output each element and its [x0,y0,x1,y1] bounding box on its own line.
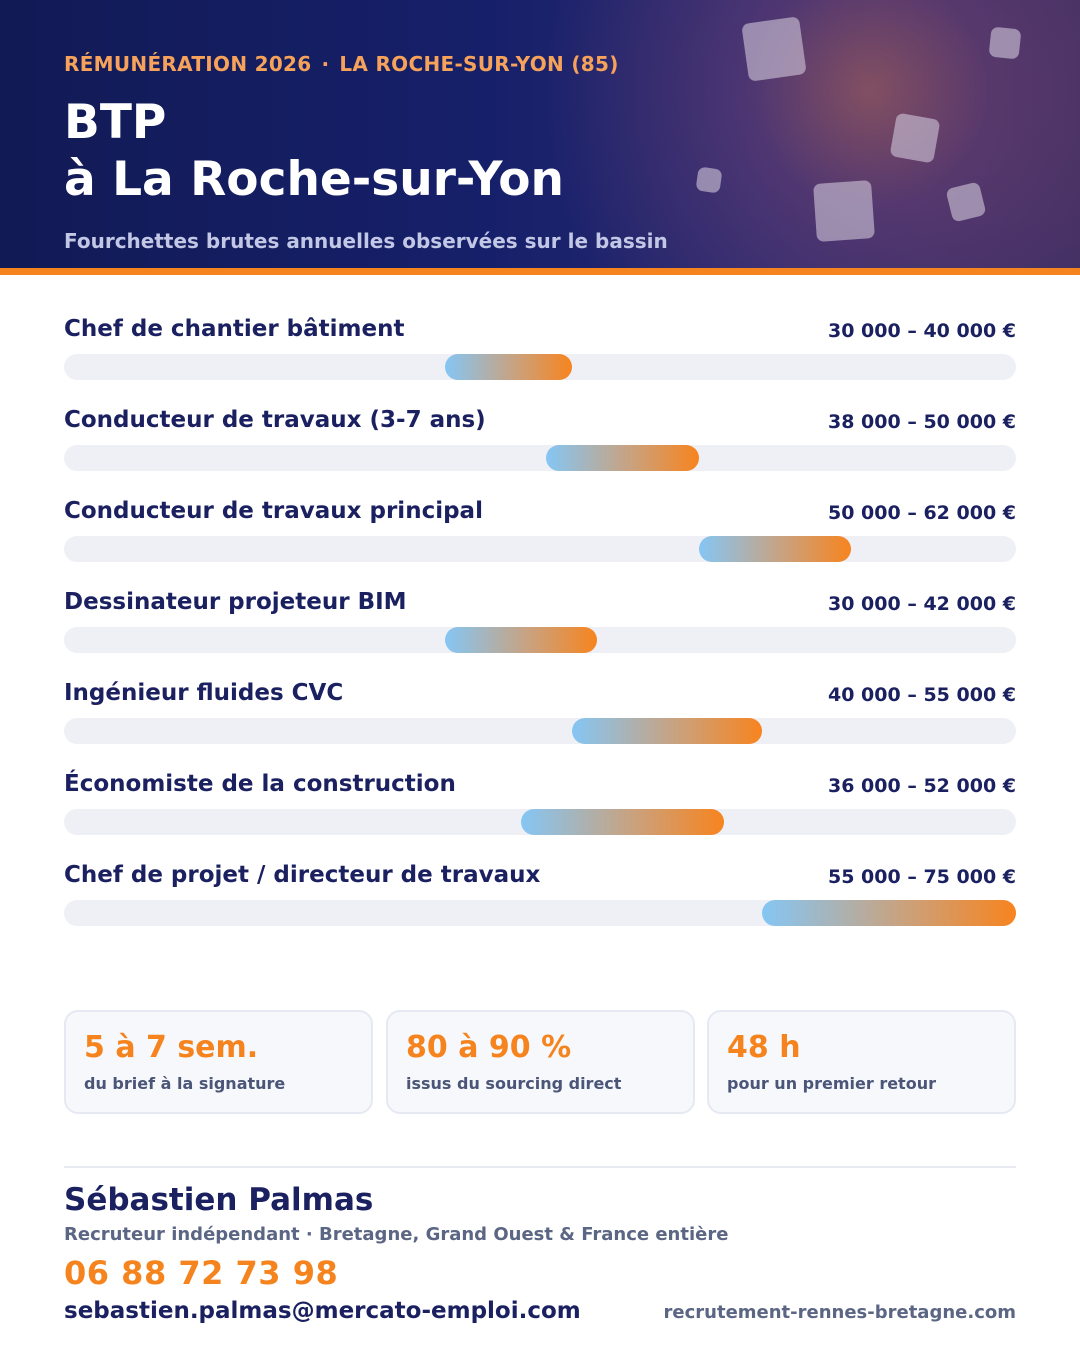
stat-label: du brief à la signature [84,1074,286,1093]
row-value-label: 36 000 – 52 000 € [828,775,1016,797]
decorative-square [741,16,807,82]
row-label: Dessinateur projeteur BIM [64,589,407,615]
contact-name: Sébastien Palmas [64,1182,374,1218]
bar-track [64,354,1016,380]
chart-row: Ingénieur fluides CVC 40 000 – 55 000 € [64,676,1016,756]
eyebrow-location: LA ROCHE-SUR-YON (85) [339,52,619,76]
bar-track [64,536,1016,562]
row-value-label: 30 000 – 42 000 € [828,593,1016,615]
title-line-2: à La Roche-sur-Yon [64,152,564,207]
contact-role: Recruteur indépendant · Bretagne, Grand … [64,1224,729,1245]
range-bar [546,445,699,471]
range-bar [698,536,851,562]
row-value-label: 30 000 – 40 000 € [828,320,1016,342]
row-label: Conducteur de travaux (3-7 ans) [64,407,486,433]
decorative-square [945,181,987,223]
chart-row: Économiste de la construction 36 000 – 52… [64,767,1016,847]
bar-track [64,627,1016,653]
stat-card-sourcing: 80 à 90 % issus du sourcing direct [386,1010,695,1114]
header-banner: RÉMUNÉRATION 2026 · LA ROCHE-SUR-YON (85) … [0,0,1080,268]
decorative-square [889,112,941,164]
contact-website[interactable]: recrutement-rennes-bretagne.com [663,1302,1016,1323]
stat-card-response: 48 h pour un premier retour [707,1010,1016,1114]
contact-phone[interactable]: 06 88 72 73 98 [64,1254,339,1292]
range-bar [444,354,572,380]
bar-track [64,445,1016,471]
range-bar [520,809,725,835]
decorative-square [695,166,723,194]
stats-row: 5 à 7 sem. du brief à la signature 80 à … [64,1010,1016,1114]
contact-email[interactable]: sebastien.palmas@mercato-emploi.com [64,1298,581,1324]
range-bar [762,900,1016,926]
row-value-label: 38 000 – 50 000 € [828,411,1016,433]
bar-track [64,900,1016,926]
chart-row: Chef de chantier bâtiment 30 000 – 40 000… [64,312,1016,392]
row-value-label: 40 000 – 55 000 € [828,684,1016,706]
row-value-label: 50 000 – 62 000 € [828,502,1016,524]
bar-track [64,718,1016,744]
row-label: Chef de projet / directeur de travaux [64,862,541,888]
stat-value: 5 à 7 sem. [84,1030,259,1065]
stat-label: issus du sourcing direct [406,1074,622,1093]
accent-divider [0,268,1080,275]
stat-value: 80 à 90 % [406,1030,572,1065]
eyebrow: RÉMUNÉRATION 2026 · LA ROCHE-SUR-YON (85) [64,52,619,76]
row-label: Chef de chantier bâtiment [64,316,405,342]
range-bar [571,718,763,744]
row-label: Économiste de la construction [64,771,456,797]
eyebrow-separator: · [321,52,330,76]
chart-row: Conducteur de travaux principal 50 000 – … [64,494,1016,574]
range-bar [444,627,598,653]
stat-value: 48 h [727,1030,801,1065]
stat-card-delay: 5 à 7 sem. du brief à la signature [64,1010,373,1114]
decorative-square [988,26,1022,60]
decorative-square [813,180,875,242]
bar-track [64,809,1016,835]
chart-row: Dessinateur projeteur BIM 30 000 – 42 000… [64,585,1016,665]
chart-row: Chef de projet / directeur de travaux 55 … [64,858,1016,938]
stat-label: pour un premier retour [727,1074,936,1093]
page-title: BTP à La Roche-sur-Yon [64,94,564,208]
row-label: Conducteur de travaux principal [64,498,483,524]
row-value-label: 55 000 – 75 000 € [828,866,1016,888]
footer-divider [64,1166,1016,1168]
chart-row: Conducteur de travaux (3-7 ans) 38 000 – … [64,403,1016,483]
eyebrow-topic: RÉMUNÉRATION 2026 [64,52,312,76]
row-label: Ingénieur fluides CVC [64,680,344,706]
title-line-1: BTP [64,95,167,150]
subtitle: Fourchettes brutes annuelles observées s… [64,229,668,253]
